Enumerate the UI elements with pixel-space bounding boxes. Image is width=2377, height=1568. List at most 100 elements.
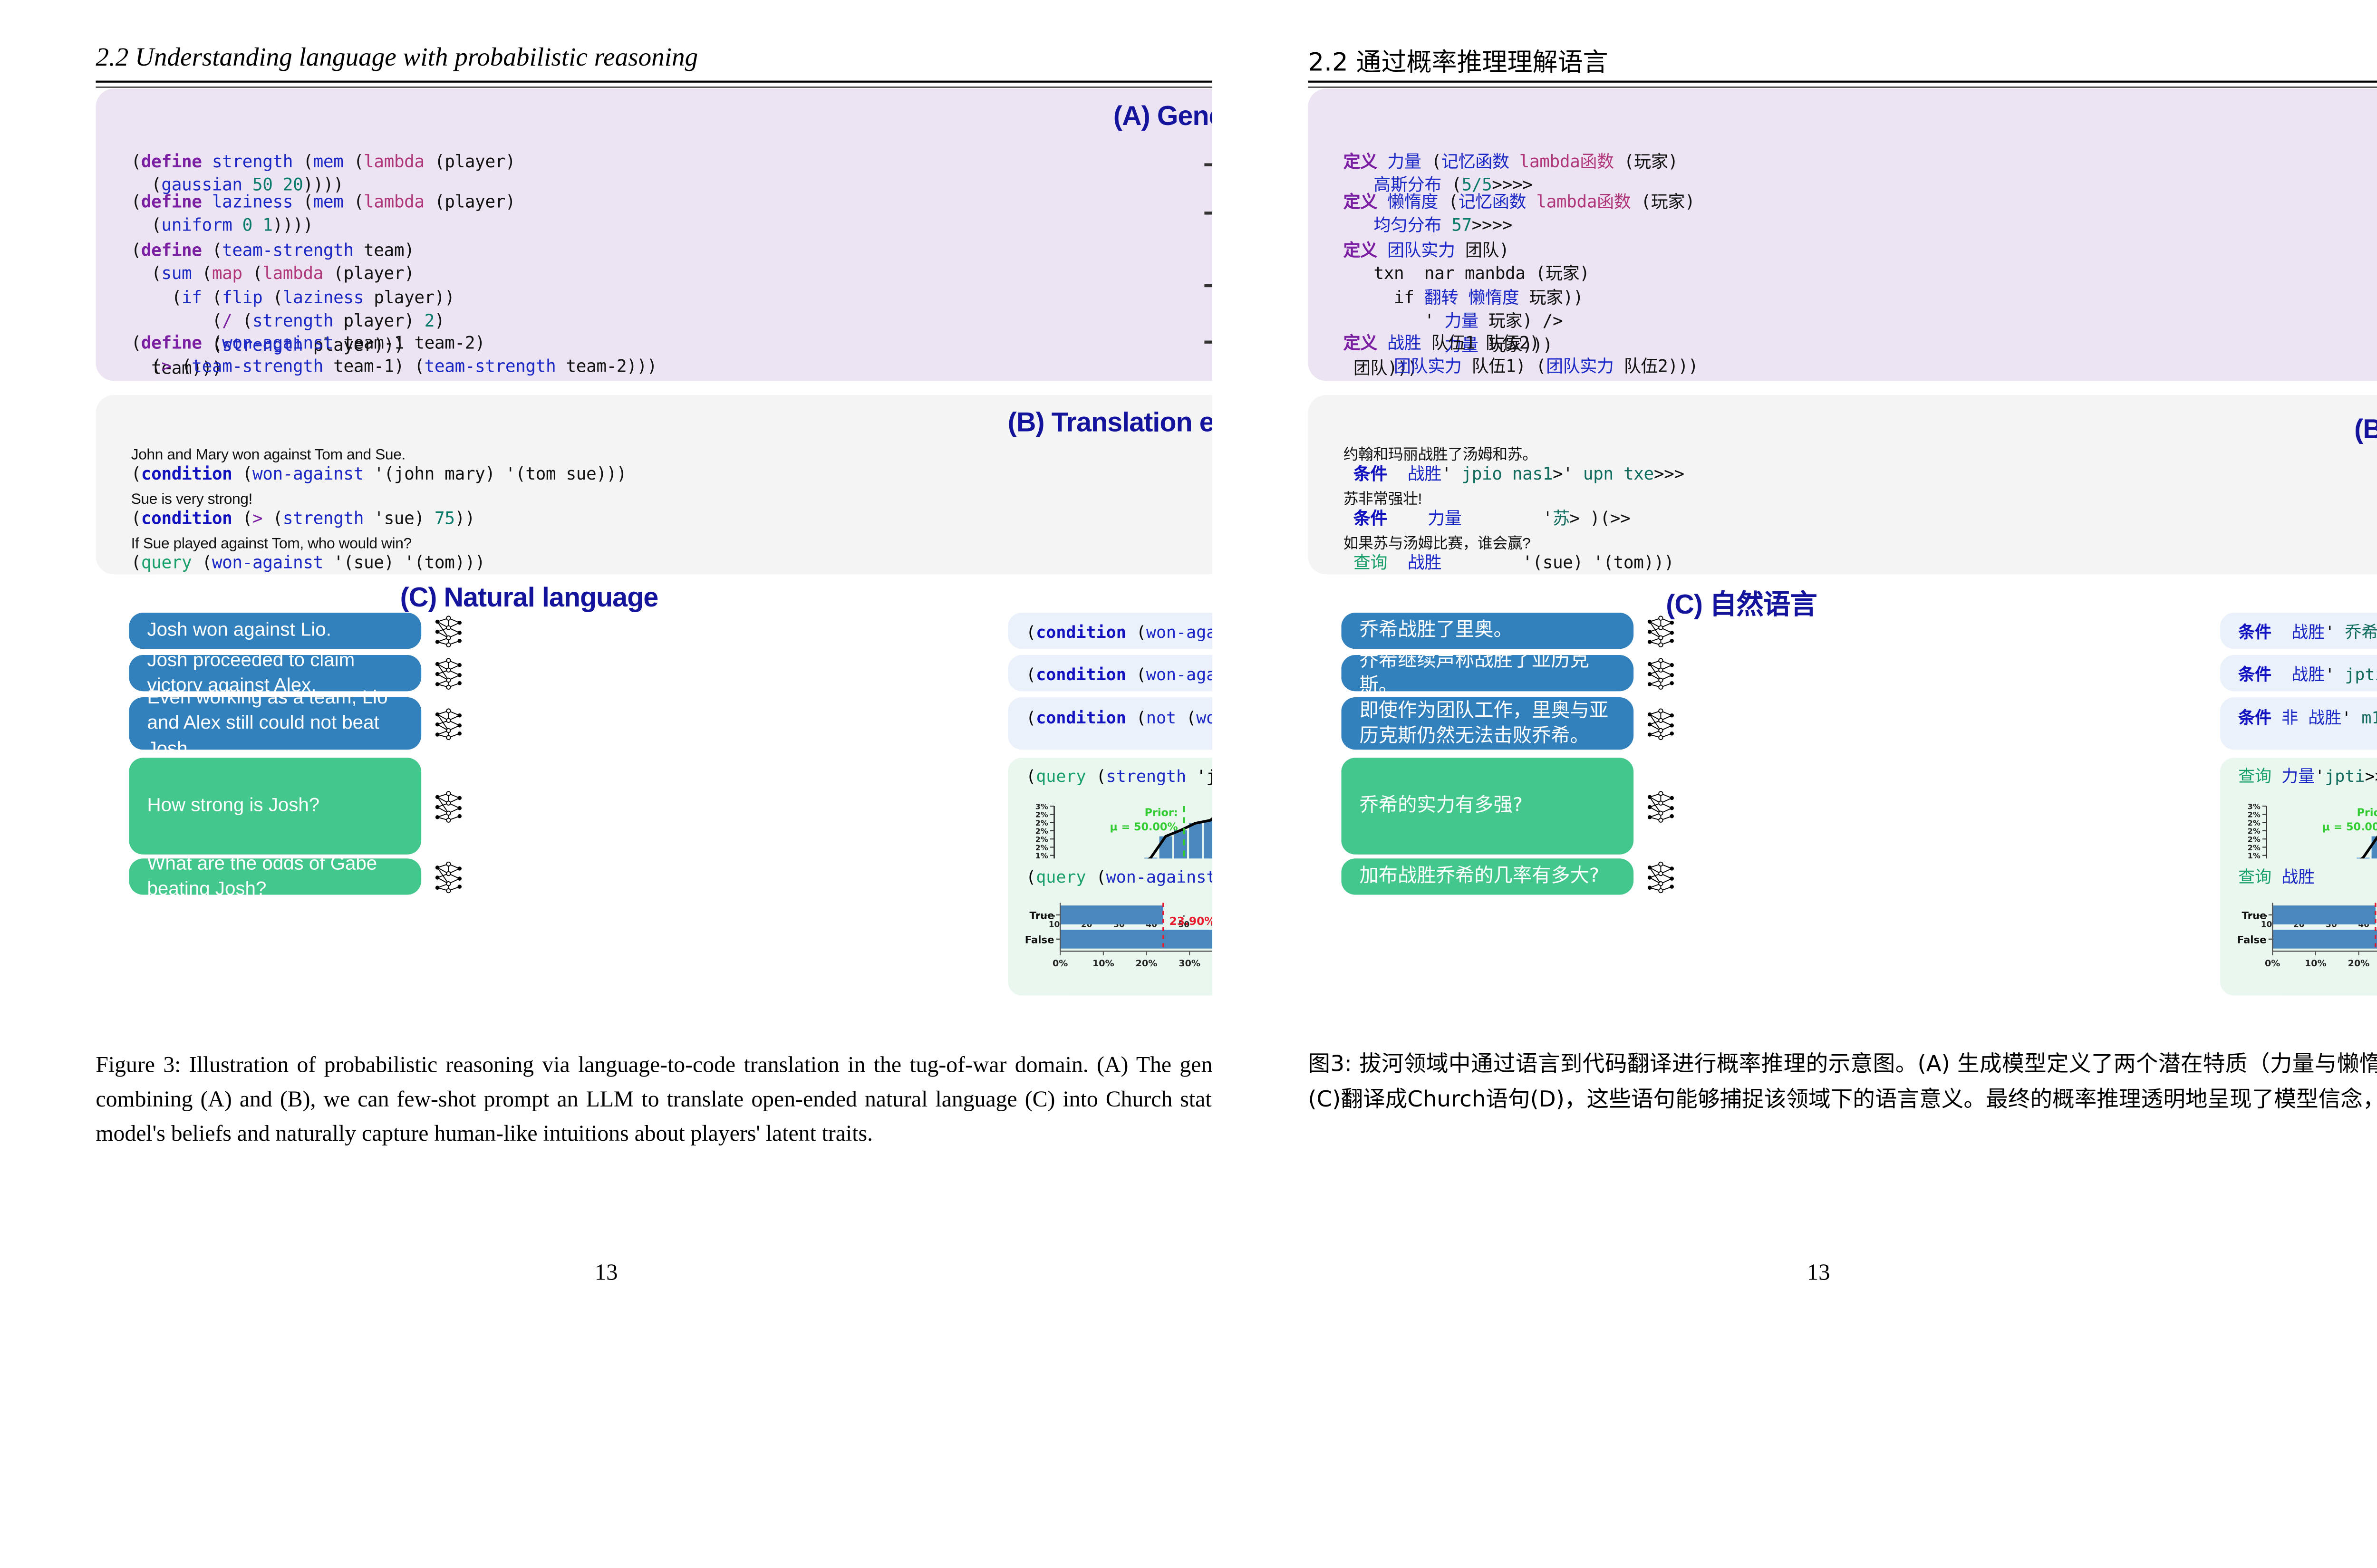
section-b-nl-1: John and Mary won against Tom and Sue. (131, 446, 406, 464)
page-chinese-middle: 2.2 通过概率推理理解语言 2 核心思想概述 (A) 生成式世界模型定义 力量… (1212, 0, 2377, 1568)
svg-text:20%: 20% (2348, 958, 2370, 969)
page-number: 13 (594, 1259, 618, 1285)
section-b-code-3: (query (won-against '(sue) '(tom))) (131, 553, 485, 574)
nl-bubble-1[interactable]: Josh won against Lio. (129, 612, 422, 649)
section-b-code-2: 条件 力量 '苏> )(>> (1353, 509, 1631, 529)
section-b-title: (B) LLM提示的翻译示例 (2354, 414, 2377, 444)
section-a-code-block-2: 定义 懒惰度 (记忆函数 lambda函数 (玩家) 均匀分布 57>>>> (1343, 192, 1695, 237)
svg-text:True: True (2242, 909, 2266, 921)
svg-text:False: False (1025, 933, 1054, 945)
section-b-code-1: 条件 战胜' jpio nas1>' upn txe>>> (1353, 464, 1684, 485)
svg-text:0%: 0% (1053, 958, 1068, 969)
nl-bubble-text-5: 加布战胜乔希的几率有多大? (1359, 865, 1600, 887)
lot-box-3 (2220, 697, 2377, 750)
svg-text:3%: 3% (2248, 802, 2261, 811)
nl-bubble-3[interactable]: Even working as a team, Lio and Alex sti… (129, 688, 422, 760)
nl-bubble-4[interactable]: How strong is Josh? (129, 758, 422, 855)
nl-bubble-text-5: What are the odds of Gabe beating Josh? (147, 853, 377, 900)
section-a-code-block-4: (define (won-against team-1 team-2) (> (… (131, 333, 657, 377)
svg-text:True: True (1029, 909, 1054, 921)
svg-text:Prior:: Prior: (1145, 807, 1178, 819)
svg-text:10%: 10% (1092, 958, 1114, 969)
header-left: 2.2 通过概率推理理解语言 (1308, 47, 1608, 77)
svg-text:10: 10 (1049, 919, 1060, 929)
neural-network-icon-1 (1647, 616, 1674, 647)
panel-b-translation-examples (1308, 395, 2377, 575)
section-a-code-block-2: (define laziness (mem (lambda (player) (… (131, 192, 516, 237)
svg-text:3%: 3% (1035, 802, 1048, 811)
lot-code-2: 条件 战胜' jpti>' ame0>>> (2238, 665, 2377, 684)
header-rule (1308, 80, 2377, 83)
page-english-left: 2.2 Understanding language with probabil… (96, 42, 2377, 1285)
nl-bubble-5[interactable]: 加布战胜乔希的几率有多大? (1341, 858, 1634, 895)
svg-text:1%: 1% (2248, 851, 2261, 860)
nl-bubble-2[interactable]: 乔希继续声称战胜了亚历克斯。 (1341, 649, 1634, 696)
neural-network-icon-4 (435, 791, 462, 823)
svg-text:10%: 10% (2305, 958, 2327, 969)
svg-text:2%: 2% (2248, 810, 2261, 819)
svg-text:2%: 2% (1035, 827, 1048, 836)
neural-network-icon-5 (1647, 861, 1674, 894)
running-header: 2.2 通过概率推理理解语言 2 核心思想概述 (1308, 42, 2377, 78)
svg-text:μ = 50.00%: μ = 50.00% (1110, 821, 1178, 833)
figure-caption: 图3: 拔河领域中通过语言到代码翻译进行概率推理的示意图。(A) 生成模型定义了… (1308, 1052, 2377, 1112)
section-a-code-block-4: 定义 战胜 队伍1 队伍2) 团队实力 队伍1) (团队实力 队伍2))) (1343, 333, 1699, 377)
nl-bubble-3[interactable]: 即使作为团队工作，里奥与亚历克斯仍然无法击败乔希。 (1341, 697, 1634, 750)
nl-bubble-text-4: 乔希的实力有多强? (1359, 794, 1523, 817)
section-b-nl-3: If Sue played against Tom, who would win… (131, 535, 412, 552)
nl-bubble-text-3: 即使作为团队工作，里奥与亚历克斯仍然无法击败乔希。 (1359, 699, 1609, 747)
lot-box-2 (2220, 654, 2377, 692)
header-left: 2.2 Understanding language with probabil… (96, 42, 698, 72)
section-b-nl-2: 苏非常强壮! (1343, 491, 1422, 508)
svg-text:2%: 2% (1035, 835, 1048, 844)
svg-text:0%: 0% (2265, 958, 2280, 969)
lot-code-5: 查询 战胜 ' 加布>' 乔希>>> (2238, 867, 2315, 887)
neural-network-icon-1 (435, 616, 462, 647)
svg-text:23.90%: 23.90% (1169, 915, 1216, 928)
section-a-code-block-3: (define (team-strength team) (sum (map (… (131, 240, 455, 379)
nl-bubble-2[interactable]: Josh proceeded to claim victory against … (129, 650, 422, 696)
nl-bubble-text-4: How strong is Josh? (147, 795, 320, 817)
nl-bubble-text-2: 乔希继续声称战胜了亚历克斯。 (1359, 649, 1589, 696)
svg-text:μ = 50.00%: μ = 50.00% (2322, 821, 2377, 833)
nl-bubble-text-1: Josh won against Lio. (147, 620, 331, 642)
section-a-code-block-1: 定义 力量 (记忆函数 lambda函数 (玩家) 高斯分布 (5/5>>>> (1343, 152, 1679, 196)
lot-code-3: 条件 非 战胜' m1p ame0> ' 乔希>>> (2238, 708, 2377, 728)
neural-network-icon-3 (435, 708, 462, 741)
svg-text:20%: 20% (1136, 958, 1158, 969)
nl-bubble-text-2: Josh proceeded to claim victory against … (147, 650, 355, 696)
svg-text:2%: 2% (1035, 818, 1048, 827)
panel-a-generative-world-model (1308, 88, 2377, 381)
section-a-code-block-3: 定义 团队实力 团队) txn nar manbda (玩家) if 翻转 懒惰… (1343, 240, 1590, 379)
lot-code-4: 查询 力量'jpti>> (2238, 767, 2377, 786)
svg-text:2%: 2% (2248, 818, 2261, 827)
svg-text:False: False (2237, 933, 2267, 945)
section-b-nl-1: 约翰和玛丽战胜了汤姆和苏。 (1343, 446, 1537, 464)
section-b-nl-3: 如果苏与汤姆比赛，谁会赢? (1343, 535, 1531, 552)
svg-text:50: 50 (1179, 919, 1190, 929)
svg-text:2%: 2% (1035, 843, 1048, 852)
svg-text:1%: 1% (1035, 851, 1048, 860)
section-c-title: (C) 自然语言 (1666, 589, 1817, 620)
svg-text:2%: 2% (1035, 810, 1048, 819)
nl-bubble-1[interactable]: 乔希战胜了里奥。 (1341, 612, 1634, 649)
svg-text:Prior:: Prior: (2357, 807, 2377, 819)
lot-box-1 (2220, 612, 2377, 649)
lot-code-1: 条件 战胜' 乔希>' 里奥>>> (2238, 623, 2377, 642)
nl-bubble-4[interactable]: 乔希的实力有多强? (1341, 758, 1634, 855)
svg-text:2%: 2% (2248, 843, 2261, 852)
section-b-code-3: 查询 战胜 '(sue) '(tom))) (1353, 553, 1674, 574)
section-b-code-1: (condition (won-against '(john mary) '(t… (131, 464, 627, 485)
neural-network-icon-4 (1647, 791, 1674, 823)
nl-bubble-text-3: Even working as a team, Lio and Alex sti… (147, 687, 388, 760)
svg-text:30%: 30% (1179, 958, 1200, 969)
page-number: 13 (1807, 1259, 1830, 1285)
svg-text:10: 10 (2261, 919, 2272, 929)
section-a-title: (A) 生成式世界模型 (1308, 101, 2377, 140)
section-b-nl-2: Sue is very strong! (131, 491, 253, 508)
nl-bubble-5[interactable]: What are the odds of Gabe beating Josh? (129, 853, 422, 900)
neural-network-icon-2 (1647, 658, 1674, 690)
section-a-code-block-1: (define strength (mem (lambda (player) (… (131, 152, 516, 196)
neural-network-icon-3 (1647, 708, 1674, 741)
